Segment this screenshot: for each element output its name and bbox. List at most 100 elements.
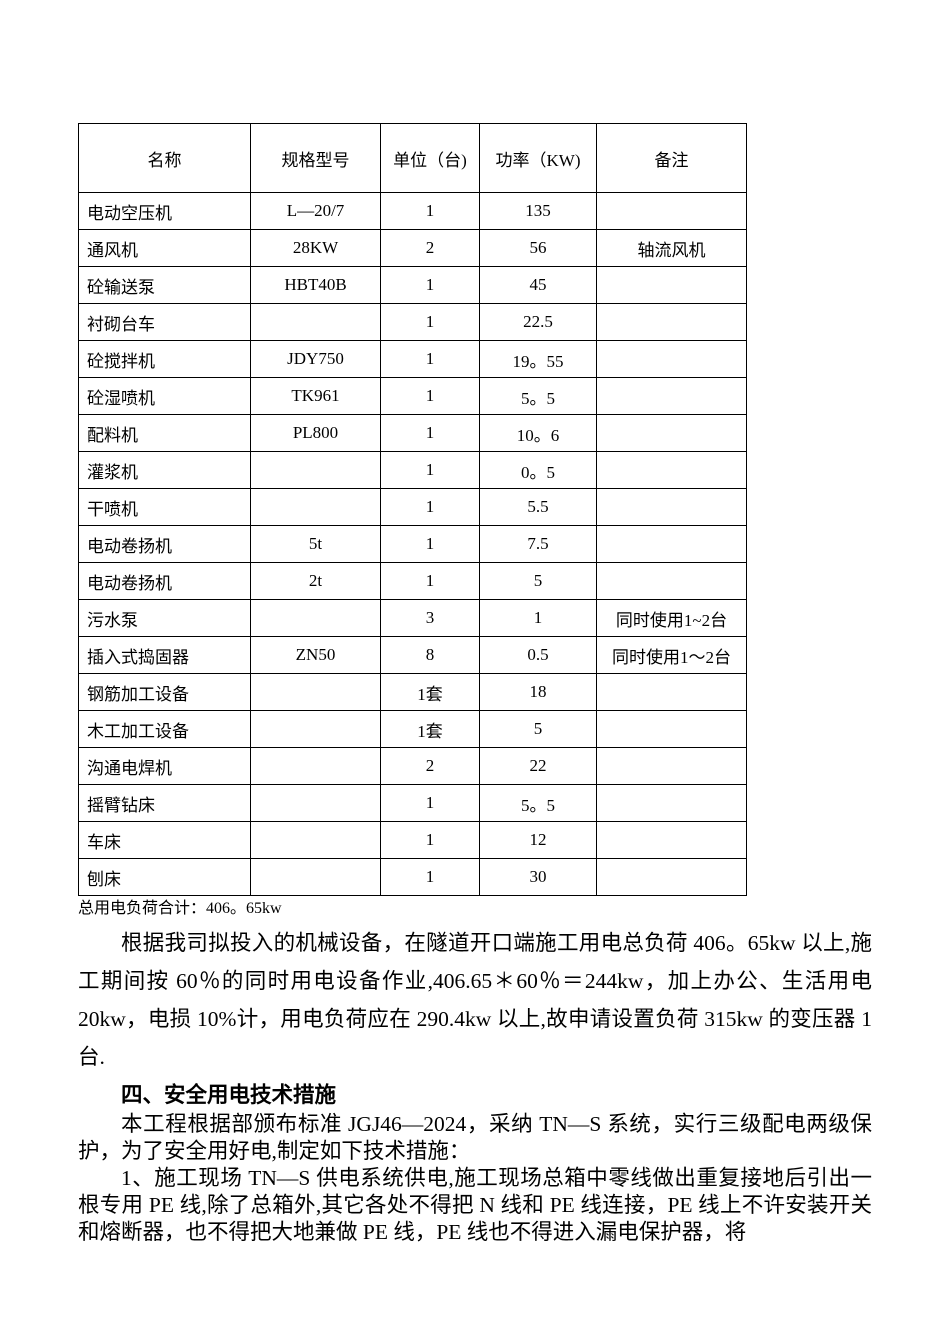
cell-unit: 1 xyxy=(380,858,480,896)
cell-name: 砼搅拌机 xyxy=(78,340,251,378)
cell-name: 灌浆机 xyxy=(78,451,251,489)
cell-unit: 1 xyxy=(380,340,480,378)
cell-spec xyxy=(250,710,381,748)
cell-spec xyxy=(250,451,381,489)
cell-spec: 5t xyxy=(250,525,381,563)
cell-spec: 2t xyxy=(250,562,381,600)
cell-unit: 1 xyxy=(380,192,480,230)
cell-power: 135 xyxy=(479,192,597,230)
table-row: 砼湿喷机 TK961 1 5。5 xyxy=(78,377,747,415)
table-row: 电动卷扬机 2t 1 5 xyxy=(78,562,747,600)
cell-spec: JDY750 xyxy=(250,340,381,378)
cell-power: 5 xyxy=(479,562,597,600)
cell-remark: 同时使用1～2台 xyxy=(596,636,747,674)
cell-name: 电动卷扬机 xyxy=(78,562,251,600)
header-unit: 单位（台) xyxy=(380,123,480,193)
cell-spec: HBT40B xyxy=(250,266,381,304)
cell-unit: 3 xyxy=(380,599,480,637)
cell-power: 30 xyxy=(479,858,597,896)
cell-spec: PL800 xyxy=(250,414,381,452)
table-row: 砼输送泵 HBT40B 1 45 xyxy=(78,266,747,304)
cell-unit: 8 xyxy=(380,636,480,674)
table-row: 车床 1 12 xyxy=(78,821,747,859)
cell-power: 0.5 xyxy=(479,636,597,674)
cell-unit: 1 xyxy=(380,266,480,304)
cell-remark: 轴流风机 xyxy=(596,229,747,267)
cell-name: 沟通电焊机 xyxy=(78,747,251,785)
table-body: 电动空压机 L—20/7 1 135 通风机 28KW 2 56 轴流风机 砼输送泵 HBT40B 1… xyxy=(78,192,747,896)
cell-name: 通风机 xyxy=(78,229,251,267)
cell-remark xyxy=(596,858,747,896)
cell-remark xyxy=(596,340,747,378)
cell-name: 砼输送泵 xyxy=(78,266,251,304)
cell-name: 车床 xyxy=(78,821,251,859)
table-row: 砼搅拌机 JDY750 1 19。55 xyxy=(78,340,747,378)
table-row: 摇臂钻床 1 5。5 xyxy=(78,784,747,822)
cell-power: 10。6 xyxy=(479,414,597,452)
table-row: 污水泵 3 1 同时使用1~2台 xyxy=(78,599,747,637)
cell-name: 污水泵 xyxy=(78,599,251,637)
cell-power: 5。5 xyxy=(479,784,597,822)
cell-unit: 2 xyxy=(380,229,480,267)
header-name: 名称 xyxy=(78,123,251,193)
cell-unit: 1 xyxy=(380,414,480,452)
cell-unit: 1 xyxy=(380,821,480,859)
cell-name: 钢筋加工设备 xyxy=(78,673,251,711)
cell-remark xyxy=(596,784,747,822)
cell-unit: 1套 xyxy=(380,710,480,748)
table-row: 木工加工设备 1套 5 xyxy=(78,710,747,748)
cell-remark xyxy=(596,377,747,415)
cell-name: 电动卷扬机 xyxy=(78,525,251,563)
cell-spec xyxy=(250,821,381,859)
cell-name: 刨床 xyxy=(78,858,251,896)
cell-name: 干喷机 xyxy=(78,488,251,526)
cell-spec: TK961 xyxy=(250,377,381,415)
cell-spec xyxy=(250,303,381,341)
cell-power: 5。5 xyxy=(479,377,597,415)
table-row: 衬砌台车 1 22.5 xyxy=(78,303,747,341)
measure-item-1-paragraph: 1、施工现场 TN—S 供电系统供电,施工现场总箱中零线做出重复接地后引出一根专… xyxy=(78,1166,872,1244)
cell-unit: 1 xyxy=(380,377,480,415)
cell-name: 衬砌台车 xyxy=(78,303,251,341)
cell-unit: 1 xyxy=(380,525,480,563)
table-row: 通风机 28KW 2 56 轴流风机 xyxy=(78,229,747,267)
cell-power: 12 xyxy=(479,821,597,859)
cell-name: 配料机 xyxy=(78,414,251,452)
table-row: 干喷机 1 5.5 xyxy=(78,488,747,526)
cell-power: 56 xyxy=(479,229,597,267)
table-row: 刨床 1 30 xyxy=(78,858,747,896)
table-row: 插入式捣固器 ZN50 8 0.5 同时使用1～2台 xyxy=(78,636,747,674)
cell-power: 19。55 xyxy=(479,340,597,378)
cell-power: 5 xyxy=(479,710,597,748)
cell-remark xyxy=(596,303,747,341)
cell-remark: 同时使用1~2台 xyxy=(596,599,747,637)
header-remark: 备注 xyxy=(596,123,747,193)
cell-unit: 1 xyxy=(380,488,480,526)
table-row: 电动卷扬机 5t 1 7.5 xyxy=(78,525,747,563)
cell-remark xyxy=(596,414,747,452)
cell-remark xyxy=(596,525,747,563)
cell-unit: 1 xyxy=(380,562,480,600)
cell-remark xyxy=(596,747,747,785)
cell-spec: L—20/7 xyxy=(250,192,381,230)
cell-power: 18 xyxy=(479,673,597,711)
header-power: 功率（KW) xyxy=(479,123,597,193)
cell-unit: 1 xyxy=(380,303,480,341)
table-row: 钢筋加工设备 1套 18 xyxy=(78,673,747,711)
equipment-power-table: 名称 规格型号 单位（台) 功率（KW) 备注 电动空压机 L—20/7 1 135 通… xyxy=(78,123,747,896)
cell-remark xyxy=(596,710,747,748)
cell-remark xyxy=(596,821,747,859)
header-spec: 规格型号 xyxy=(250,123,381,193)
cell-name: 电动空压机 xyxy=(78,192,251,230)
cell-unit: 2 xyxy=(380,747,480,785)
cell-name: 木工加工设备 xyxy=(78,710,251,748)
cell-power: 45 xyxy=(479,266,597,304)
cell-power: 5.5 xyxy=(479,488,597,526)
cell-spec: 28KW xyxy=(250,229,381,267)
cell-remark xyxy=(596,673,747,711)
cell-unit: 1套 xyxy=(380,673,480,711)
cell-remark xyxy=(596,192,747,230)
table-header-row: 名称 规格型号 单位（台) 功率（KW) 备注 xyxy=(78,123,747,193)
cell-spec xyxy=(250,488,381,526)
